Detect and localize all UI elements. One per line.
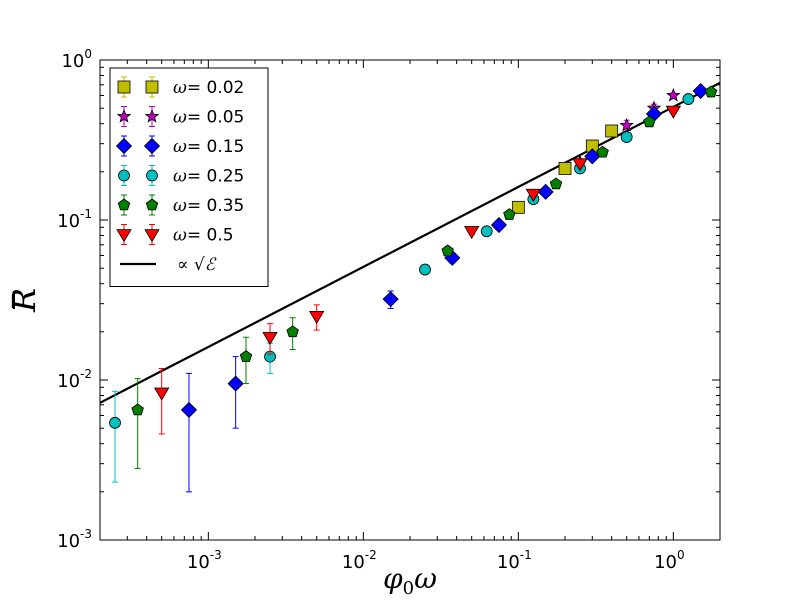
series-omega-2 bbox=[180, 82, 709, 493]
data-point-circle bbox=[682, 93, 695, 105]
data-point-pentagon bbox=[239, 350, 253, 362]
y-tick-label: 100 bbox=[61, 47, 92, 72]
legend-marker-pentagon bbox=[145, 198, 159, 211]
data-point-pentagon bbox=[286, 325, 299, 338]
data-point-diamond bbox=[227, 375, 244, 392]
legend: ω= 0.02 ω= 0.05 ω= 0.15 ω= 0.25 ω= 0.35 ω= 0.… bbox=[109, 67, 269, 287]
data-layer bbox=[100, 81, 720, 493]
data-point-pentagon bbox=[596, 145, 609, 158]
y-axis-label-group: R bbox=[5, 288, 43, 313]
data-point-circle bbox=[480, 225, 493, 238]
legend-label: ω= 0.15 bbox=[173, 137, 244, 157]
data-point-diamond bbox=[490, 216, 508, 234]
data-point-square bbox=[605, 124, 619, 138]
data-point-pentagon bbox=[643, 115, 656, 128]
data-point-diamond bbox=[692, 82, 709, 100]
data-point-pentagon bbox=[441, 244, 454, 257]
legend-box bbox=[109, 67, 269, 287]
data-point-diamond bbox=[382, 291, 399, 308]
data-point-diamond bbox=[180, 401, 198, 418]
data-point-triangle-down bbox=[463, 225, 480, 240]
data-point-star bbox=[619, 117, 634, 132]
legend-marker-pentagon bbox=[117, 198, 131, 211]
y-tick-label: 10-2 bbox=[57, 367, 92, 392]
x-tick-label: 10-2 bbox=[342, 548, 377, 573]
data-point-pentagon bbox=[549, 177, 563, 190]
legend-label: ω= 0.5 bbox=[173, 226, 234, 246]
legend-marker-diamond bbox=[143, 137, 161, 155]
data-point-circle bbox=[620, 131, 633, 143]
legend-entry: ω= 0.15 bbox=[115, 135, 244, 157]
series-omega-0 bbox=[511, 124, 619, 214]
data-point-square bbox=[558, 162, 572, 175]
y-axis-label: R bbox=[5, 288, 43, 313]
data-point-triangle-down bbox=[262, 331, 278, 346]
data-point-circle bbox=[109, 416, 121, 429]
legend-marker-circle bbox=[146, 169, 158, 182]
legend-marker-square bbox=[117, 80, 131, 94]
y-tick-label: 10-1 bbox=[57, 207, 92, 232]
x-tick-label: 10-3 bbox=[187, 548, 222, 573]
legend-marker-star bbox=[116, 108, 132, 123]
legend-entry-fit: ∝ √ℰ bbox=[120, 255, 217, 275]
legend-fit-label: ∝ √ℰ bbox=[177, 255, 217, 275]
data-point-triangle-down bbox=[153, 387, 170, 401]
legend-marker-circle bbox=[118, 169, 130, 182]
legend-marker-square bbox=[145, 80, 159, 94]
legend-label: ω= 0.05 bbox=[173, 108, 244, 128]
data-point-triangle-down bbox=[308, 311, 325, 325]
legend-entry: ω= 0.02 bbox=[117, 76, 244, 98]
data-point-pentagon bbox=[131, 403, 144, 416]
data-point-star bbox=[666, 87, 681, 102]
legend-entry: ω= 0.5 bbox=[116, 224, 234, 246]
ticks-layer: 10-3 10-2 10-1 100 10-3 10-2 10-1 100 bbox=[57, 47, 721, 573]
x-axis-label: φ0ω bbox=[383, 562, 437, 599]
legend-marker-triangle-down bbox=[116, 229, 132, 243]
series-omega-5 bbox=[153, 105, 682, 435]
x-tick-label: 10-1 bbox=[497, 548, 532, 573]
y-tick-label: 10-3 bbox=[57, 527, 92, 552]
data-point-diamond bbox=[584, 148, 601, 165]
legend-marker-diamond bbox=[115, 137, 133, 155]
data-point-circle bbox=[419, 263, 431, 276]
series-omega-4 bbox=[131, 85, 718, 469]
data-point-pentagon bbox=[503, 208, 516, 220]
data-point-triangle-down bbox=[572, 158, 588, 172]
data-point-square bbox=[511, 200, 525, 214]
legend-label: ω= 0.25 bbox=[173, 167, 244, 187]
legend-marker-star bbox=[144, 108, 160, 123]
data-point-triangle-down bbox=[665, 105, 682, 119]
legend-entry: ω= 0.35 bbox=[117, 194, 244, 216]
data-point-pentagon bbox=[704, 85, 718, 98]
legend-marker-triangle-down bbox=[144, 229, 160, 243]
x-tick-label: 100 bbox=[654, 548, 685, 573]
legend-label: ω= 0.35 bbox=[173, 196, 244, 216]
legend-entry: ω= 0.05 bbox=[116, 106, 244, 128]
data-point-triangle-down bbox=[525, 188, 542, 202]
legend-entry: ω= 0.25 bbox=[118, 165, 244, 187]
legend-label: ω= 0.02 bbox=[173, 78, 244, 98]
